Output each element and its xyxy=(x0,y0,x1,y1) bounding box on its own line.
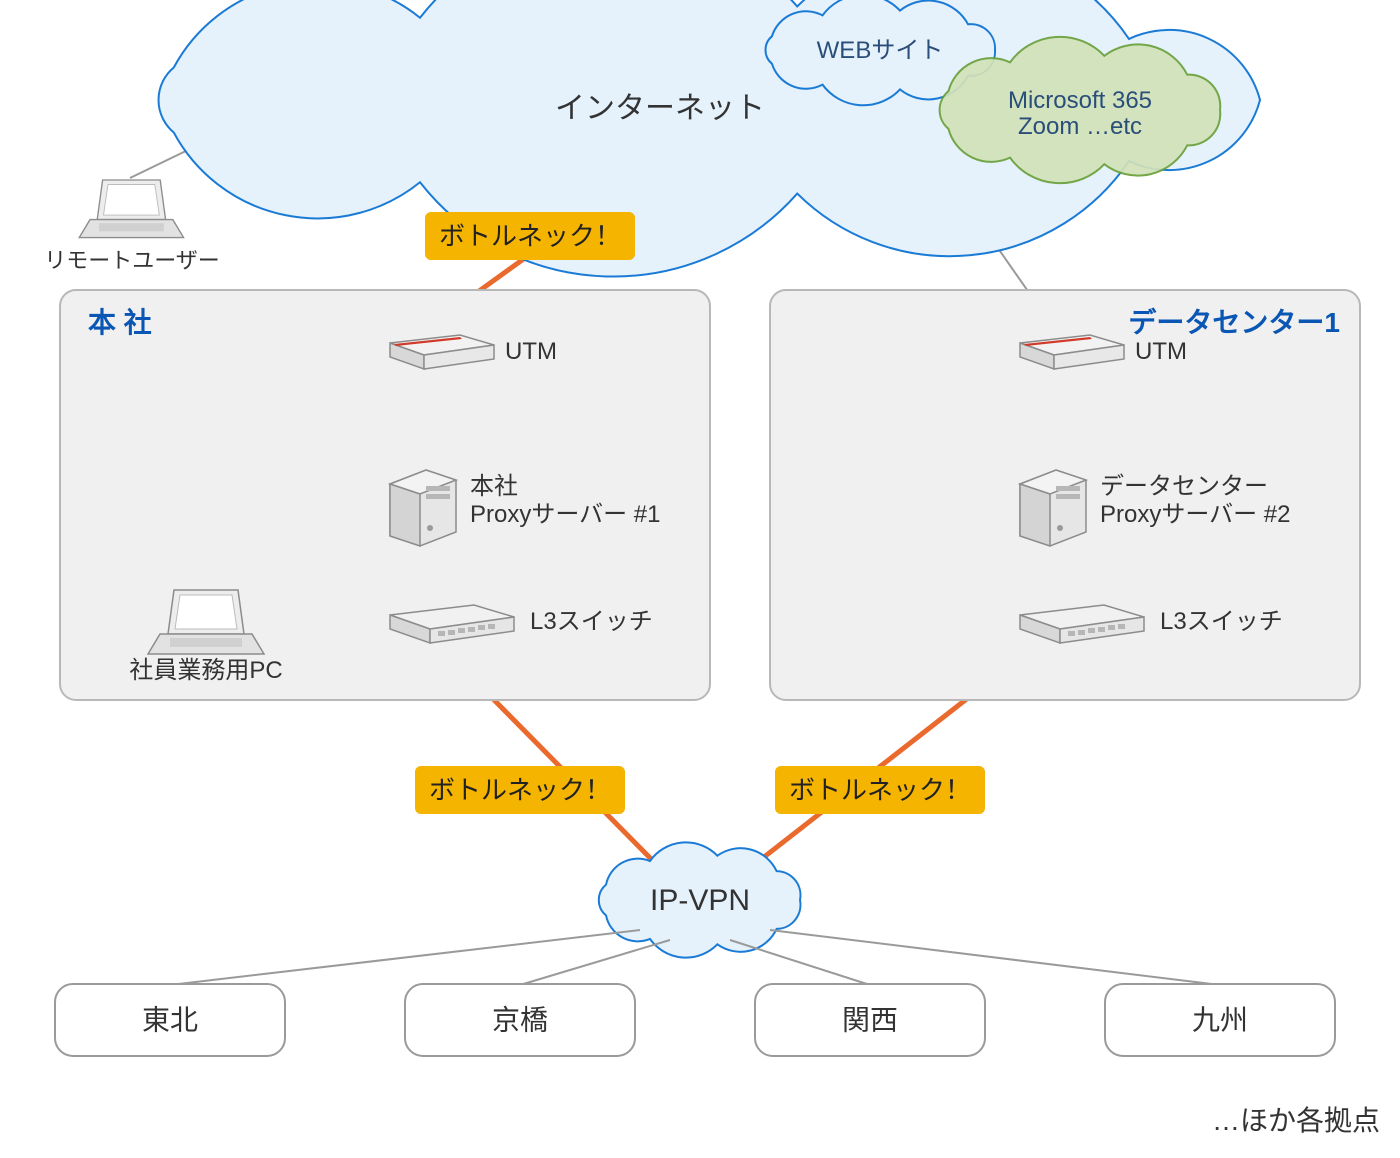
server-icon xyxy=(390,470,456,546)
site-2-label: 関西 xyxy=(842,1004,898,1035)
device-dc_l3-label: L3スイッチ xyxy=(1160,608,1283,635)
saas-cloud-line1: Microsoft 365 xyxy=(1008,87,1152,114)
bottleneck-badge-2: ボトルネック！ xyxy=(775,766,985,814)
ipvpn-label: IP-VPN xyxy=(650,884,750,917)
server-icon xyxy=(1020,470,1086,546)
web-cloud-label: WEBサイト xyxy=(817,37,944,64)
footer-note: …ほか各拠点 xyxy=(1212,1105,1380,1136)
site-1: 京橋 xyxy=(405,984,635,1056)
device-hq_l3-label: L3スイッチ xyxy=(530,608,653,635)
bottleneck-badge-1-text: ボトルネック！ xyxy=(429,775,611,805)
bottleneck-badge-2-text: ボトルネック！ xyxy=(789,775,971,805)
saas-cloud-line2: Zoom …etc xyxy=(1018,113,1142,140)
remote-user: リモートユーザー xyxy=(44,180,220,273)
remote-user-label: リモートユーザー xyxy=(44,248,220,273)
site-1-label: 京橋 xyxy=(492,1004,548,1035)
site-3-label: 九州 xyxy=(1192,1004,1248,1035)
bottleneck-badge-0-text: ボトルネック！ xyxy=(439,221,621,251)
device-hq_pc-label: 社員業務用PC xyxy=(129,657,282,684)
site-2: 関西 xyxy=(755,984,985,1056)
device-dc_proxy-label: Proxyサーバー #2 xyxy=(1100,501,1290,528)
device-hq_proxy-label: 本社 xyxy=(470,473,518,500)
device-dc_utm-label: UTM xyxy=(1135,338,1187,365)
site-0-label: 東北 xyxy=(142,1004,198,1035)
region-dc-title: データセンター1 xyxy=(1128,306,1340,338)
region-hq-title: 本 社 xyxy=(88,307,152,338)
bottleneck-badge-1: ボトルネック！ xyxy=(415,766,625,814)
internet-cloud: インターネット WEBサイト Microsoft 365Zoom …etc xyxy=(159,0,1260,277)
device-dc_proxy-label: データセンター xyxy=(1100,473,1268,500)
branch-sites: 東北 京橋 関西 九州 xyxy=(55,984,1335,1056)
laptop-icon xyxy=(79,180,183,238)
network-diagram: インターネットWEBサイトMicrosoft 365Zoom …etc 本 社デ… xyxy=(0,0,1400,1158)
device-hq_utm-label: UTM xyxy=(505,338,557,365)
ipvpn-cloud: IP-VPN xyxy=(599,842,801,957)
remote-user-group: リモートユーザー xyxy=(44,180,220,273)
site-0: 東北 xyxy=(55,984,285,1056)
internet-label: インターネット xyxy=(555,92,765,125)
bottleneck-badge-0: ボトルネック！ xyxy=(425,212,635,260)
site-3: 九州 xyxy=(1105,984,1335,1056)
device-hq_proxy-label: Proxyサーバー #1 xyxy=(470,501,660,528)
